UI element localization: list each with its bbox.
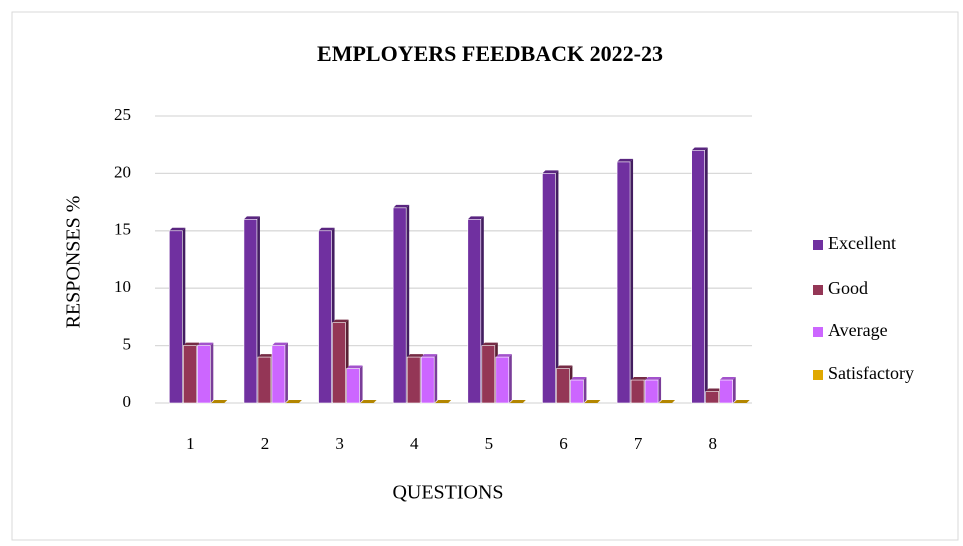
bar xyxy=(318,230,332,404)
y-tick-label: 20 xyxy=(114,162,131,181)
bar-top xyxy=(631,377,648,381)
bar-side xyxy=(406,204,410,403)
bar-side xyxy=(583,377,587,403)
legend-swatch xyxy=(813,327,823,337)
bar-top xyxy=(360,400,377,403)
bar-top xyxy=(584,400,601,403)
bar xyxy=(169,230,183,404)
bar-top xyxy=(509,400,526,403)
bar-top xyxy=(183,342,200,346)
bar-side xyxy=(704,147,708,403)
bar xyxy=(570,379,584,404)
bar-top xyxy=(169,227,186,231)
bar-top xyxy=(495,354,512,358)
x-tick-label: 4 xyxy=(410,434,419,453)
bar-top xyxy=(407,354,424,358)
bar xyxy=(630,379,645,404)
bar xyxy=(257,356,272,404)
bar xyxy=(197,345,211,404)
bar xyxy=(644,379,659,404)
x-tick-label: 2 xyxy=(261,434,270,453)
bar-top xyxy=(542,170,559,174)
y-axis-label: RESPONSES % xyxy=(63,196,85,329)
legend-swatch xyxy=(813,285,823,295)
bar xyxy=(332,322,346,404)
bar-top xyxy=(617,158,634,162)
x-tick-label: 1 xyxy=(186,434,195,453)
bar-top xyxy=(285,400,302,403)
bar-top xyxy=(271,342,288,346)
bar-top xyxy=(211,400,228,403)
bar-top xyxy=(645,377,662,381)
bar-top xyxy=(691,147,708,151)
y-tick-label: 15 xyxy=(114,220,131,239)
bar xyxy=(392,207,407,404)
bar-top xyxy=(332,319,349,323)
bar xyxy=(691,150,705,404)
bar-top xyxy=(481,342,498,346)
bar-top xyxy=(243,216,260,220)
legend-swatch xyxy=(813,240,823,250)
bar-top xyxy=(467,216,484,220)
bar-top xyxy=(556,365,573,369)
x-tick-label: 8 xyxy=(708,434,717,453)
bar-top xyxy=(346,365,363,369)
bar xyxy=(495,356,510,404)
x-tick-label: 7 xyxy=(634,434,643,453)
y-tick-label: 10 xyxy=(114,277,131,296)
chart-title: EMPLOYERS FEEDBACK 2022-23 xyxy=(317,41,663,66)
legend-label: Good xyxy=(828,278,868,298)
chart-frame xyxy=(11,11,959,541)
bar-top xyxy=(705,388,722,392)
bar-side xyxy=(630,158,634,403)
bar xyxy=(556,368,570,404)
bar-side xyxy=(555,170,559,403)
legend-label: Average xyxy=(828,320,888,340)
bar-top xyxy=(570,377,587,381)
bar xyxy=(243,219,258,404)
y-tick-label: 25 xyxy=(114,105,131,124)
bar xyxy=(719,379,733,404)
bar xyxy=(542,173,556,404)
bar-side xyxy=(434,354,438,403)
bar-side xyxy=(732,377,736,403)
bar xyxy=(705,391,719,404)
bar xyxy=(481,345,496,404)
bar-side xyxy=(284,342,288,403)
bar-top xyxy=(257,354,274,358)
y-tick-label: 0 xyxy=(123,392,132,411)
bar-top xyxy=(435,400,452,403)
legend-swatch xyxy=(813,370,823,380)
bar xyxy=(271,345,286,404)
bar-side xyxy=(210,342,214,403)
y-tick-label: 5 xyxy=(123,335,132,354)
x-tick-label: 3 xyxy=(335,434,344,453)
bar-top xyxy=(197,342,214,346)
bar-top xyxy=(733,400,750,403)
bar xyxy=(467,219,482,404)
bar-top xyxy=(318,227,335,231)
x-axis-label: QUESTIONS xyxy=(392,482,503,504)
legend-label: Satisfactory xyxy=(828,363,914,383)
legend-label: Excellent xyxy=(828,233,896,253)
bar-side xyxy=(508,354,512,403)
bar xyxy=(183,345,197,404)
bar-top xyxy=(719,377,736,381)
bar xyxy=(616,161,631,404)
bar xyxy=(346,368,360,404)
x-tick-label: 5 xyxy=(485,434,494,453)
bar-top xyxy=(421,354,438,358)
bar-side xyxy=(658,377,662,403)
bar-side xyxy=(359,365,363,403)
bar xyxy=(406,356,421,404)
bar-top xyxy=(393,204,410,208)
bar-top xyxy=(659,400,676,403)
bar xyxy=(420,356,435,404)
x-tick-label: 6 xyxy=(559,434,568,453)
